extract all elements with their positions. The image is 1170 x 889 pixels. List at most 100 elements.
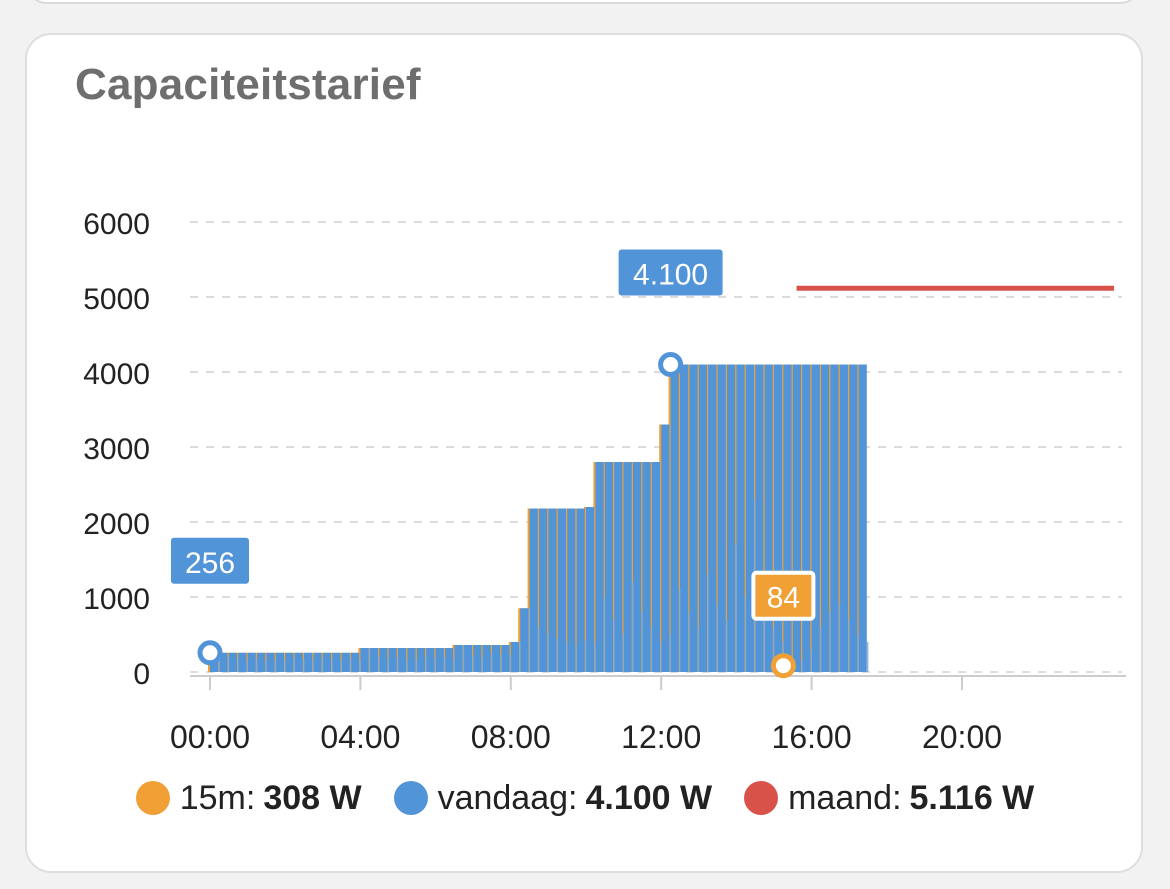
bar-vandaag: [351, 652, 360, 672]
bar-vandaag: [510, 642, 519, 672]
bar-vandaag: [445, 648, 454, 672]
bar-15m: [387, 658, 389, 672]
bar-15m: [585, 640, 587, 672]
bar-15m: [838, 604, 841, 672]
bar-15m: [857, 634, 859, 672]
annotation-marker: [658, 352, 684, 377]
bar-15m: [556, 638, 559, 672]
bar-vandaag: [313, 652, 322, 672]
bar-vandaag: [586, 507, 595, 672]
bar-vandaag: [501, 645, 510, 672]
bar-vandaag: [708, 364, 717, 672]
bar-vandaag: [285, 652, 294, 672]
legend-item-maand[interactable]: maand: 5.116 W: [744, 779, 1034, 818]
bar-15m: [594, 643, 596, 672]
bar-15m: [265, 660, 267, 672]
annotation-label: 84: [767, 582, 800, 615]
y-tick-label: 4000: [83, 358, 150, 391]
bar-15m: [472, 655, 474, 672]
bar-vandaag: [680, 364, 689, 672]
bar-15m: [716, 604, 718, 672]
bar-15m: [509, 655, 512, 672]
bar-15m: [284, 660, 286, 672]
bar-vandaag: [529, 508, 538, 672]
bar-15m: [679, 589, 681, 672]
bar-vandaag: [736, 364, 745, 672]
bar-15m: [538, 627, 540, 672]
bar-15m: [350, 658, 352, 672]
legend-dot-maand: [744, 781, 779, 815]
bar-vandaag: [849, 364, 858, 672]
bar-vandaag: [275, 652, 284, 672]
bar-15m: [218, 652, 220, 672]
bar-15m: [406, 659, 408, 672]
bar-vandaag: [435, 648, 444, 672]
x-tick-label: 20:00: [922, 719, 1002, 755]
annotation-box: [618, 249, 723, 296]
bar-vandaag: [426, 648, 435, 672]
bar-15m: [415, 660, 418, 672]
bar-vandaag: [661, 424, 670, 672]
bar-15m: [697, 627, 700, 672]
chart-legend: 15m: 308 W vandaag: 4.100 W maand: 5.116…: [0, 770, 1170, 826]
bar-15m: [397, 657, 399, 672]
legend-label-15m: 15m:: [179, 778, 256, 817]
bar-vandaag: [633, 462, 642, 672]
bar-vandaag: [463, 645, 472, 672]
bar-15m: [688, 612, 690, 672]
bar-vandaag: [821, 364, 830, 672]
bar-15m: [378, 657, 380, 672]
bar-vandaag: [228, 652, 237, 672]
bar-15m: [820, 627, 822, 672]
legend-item-15m[interactable]: 15m: 308 W: [135, 778, 362, 818]
bar-vandaag: [341, 652, 350, 672]
x-tick-label: 12:00: [621, 719, 701, 755]
bar-15m: [237, 658, 239, 672]
x-tick-label: 04:00: [320, 719, 400, 755]
legend-item-vandaag[interactable]: vandaag: 4.100 W: [393, 778, 713, 818]
bar-vandaag: [548, 508, 557, 672]
bar-15m: [491, 652, 493, 672]
annotation-marker: [197, 640, 223, 666]
bar-vandaag: [727, 364, 736, 672]
bar-vandaag: [670, 364, 679, 672]
bar-15m: [303, 659, 305, 672]
bar-15m: [726, 619, 728, 672]
annotation-box: [171, 537, 249, 584]
bar-vandaag: [595, 462, 604, 672]
bar-15m: [867, 642, 869, 672]
bar-vandaag: [774, 364, 783, 672]
bar-15m: [434, 658, 436, 672]
bar-15m: [829, 612, 831, 672]
bar-vandaag: [745, 364, 754, 672]
bar-15m: [650, 627, 653, 672]
bar-vandaag: [257, 652, 266, 672]
bar-15m: [256, 658, 258, 672]
bar-vandaag: [219, 652, 228, 672]
bar-vandaag: [755, 364, 764, 672]
capacity-chart[interactable]: 0 1000 2000 3000 4000 5000 6000 00:00 04:00 08:00…: [0, 0, 1170, 770]
bar-vandaag: [482, 645, 491, 672]
bar-15m: [575, 645, 577, 672]
bar-vandaag: [698, 364, 707, 672]
bar-vandaag: [360, 648, 369, 672]
annotation-label: 256: [185, 547, 235, 580]
bar-vandaag: [567, 508, 576, 672]
bar-vandaag: [792, 364, 801, 672]
bar-vandaag: [266, 652, 275, 672]
bar-vandaag: [388, 648, 397, 672]
y-tick-label: 1000: [83, 583, 150, 616]
y-tick-label: 2000: [83, 508, 150, 541]
bar-vandaag: [642, 462, 651, 672]
bar-15m: [462, 645, 465, 672]
bar-15m: [735, 544, 737, 672]
legend-value-vandaag: 4.100 W: [585, 778, 713, 817]
bar-15m: [274, 659, 277, 672]
legend-label-maand: maand:: [788, 778, 902, 817]
y-tick-label: 3000: [83, 433, 150, 466]
bar-15m: [500, 654, 502, 672]
bar-15m: [227, 657, 230, 672]
bar-15m: [340, 660, 342, 672]
bar-15m: [331, 659, 333, 672]
bar-15m: [453, 659, 455, 672]
